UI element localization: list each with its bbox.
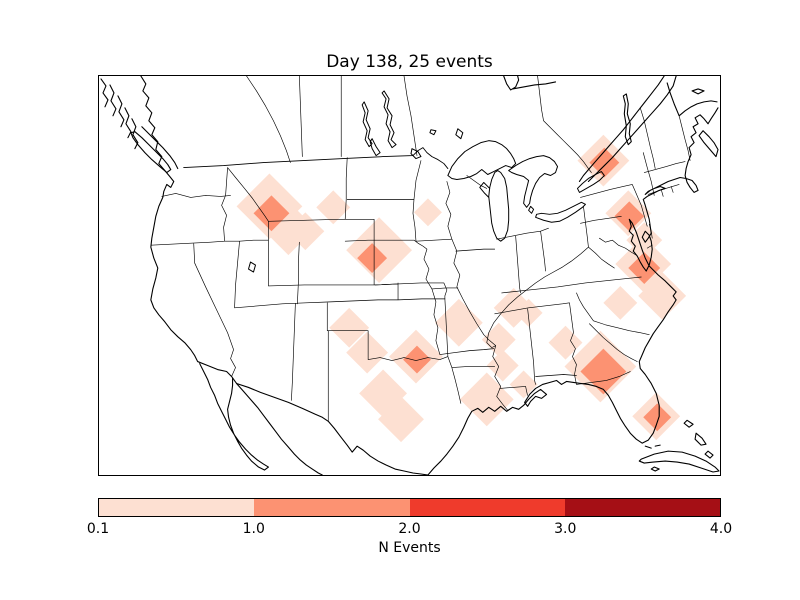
event-hotspot-level-1	[346, 217, 412, 283]
lake-outline	[576, 171, 605, 193]
coastline	[622, 93, 632, 146]
colorbar-segment	[409, 499, 565, 516]
colorbar-segment	[564, 499, 720, 516]
colorbar-tick-label: 0.1	[86, 521, 110, 537]
figure-title: Day 138, 25 events	[326, 52, 493, 72]
event-hotspot-level-2	[643, 403, 672, 432]
coastline	[130, 126, 179, 174]
event-hotspot-level-1	[329, 307, 370, 348]
lake-outline	[248, 128, 464, 273]
coastline	[100, 78, 139, 150]
event-hotspot-level-2	[403, 345, 431, 374]
colorbar	[98, 498, 721, 517]
event-hotspot-level-1	[434, 298, 483, 347]
lake-outline	[479, 170, 510, 242]
coastline	[578, 76, 718, 183]
lake-outline	[447, 140, 517, 180]
colorbar-tick-label: 1.0	[242, 521, 265, 537]
event-hotspot-level-1	[481, 322, 516, 357]
event-hotspot-level-1	[459, 372, 514, 427]
international-border-layer	[183, 147, 449, 169]
coastline	[691, 88, 719, 158]
event-hotspot-level-1	[316, 190, 351, 225]
event-hotspot-level-1	[603, 285, 638, 320]
event-hotspot-level-1	[346, 331, 389, 374]
lake-outline	[508, 155, 559, 208]
lakes-layer	[248, 90, 605, 273]
event-hotspot-level-1	[509, 370, 538, 399]
us-map-canvas	[100, 76, 720, 475]
canada-province-border	[246, 76, 592, 173]
colorbar-tick-label: 2.0	[398, 521, 421, 537]
map-plot-area	[98, 75, 721, 476]
colorbar-tick-label: 4.0	[709, 521, 733, 537]
state-border	[326, 160, 528, 422]
coastline	[199, 363, 323, 475]
coastline-layer	[100, 76, 720, 475]
event-hotspots-layer	[236, 134, 687, 443]
province-border-layer	[246, 76, 592, 173]
event-hotspot-level-1	[486, 349, 519, 382]
lake-outline	[361, 90, 397, 157]
coastline	[638, 419, 720, 473]
international-border	[183, 147, 449, 169]
coastline	[503, 76, 557, 91]
state-border	[494, 276, 650, 385]
coastline	[140, 76, 719, 475]
state-border	[445, 175, 589, 411]
event-hotspot-level-1	[638, 272, 687, 320]
colorbar-segment	[99, 499, 255, 516]
colorbar-ticks: 0.1 1.0 2.0 3.0 4.0	[87, 521, 732, 538]
event-hotspot-level-1	[413, 198, 442, 227]
event-hotspot-level-1	[514, 298, 543, 327]
lake-outline	[528, 201, 586, 223]
colorbar-segment	[254, 499, 410, 516]
colorbar-axis-label: N Events	[378, 540, 441, 556]
event-hotspot-level-1	[548, 325, 583, 360]
colorbar-gradient	[99, 499, 720, 516]
state-border	[150, 157, 446, 401]
colorbar-tick-label: 3.0	[554, 521, 577, 537]
state-border-layer	[150, 107, 691, 422]
